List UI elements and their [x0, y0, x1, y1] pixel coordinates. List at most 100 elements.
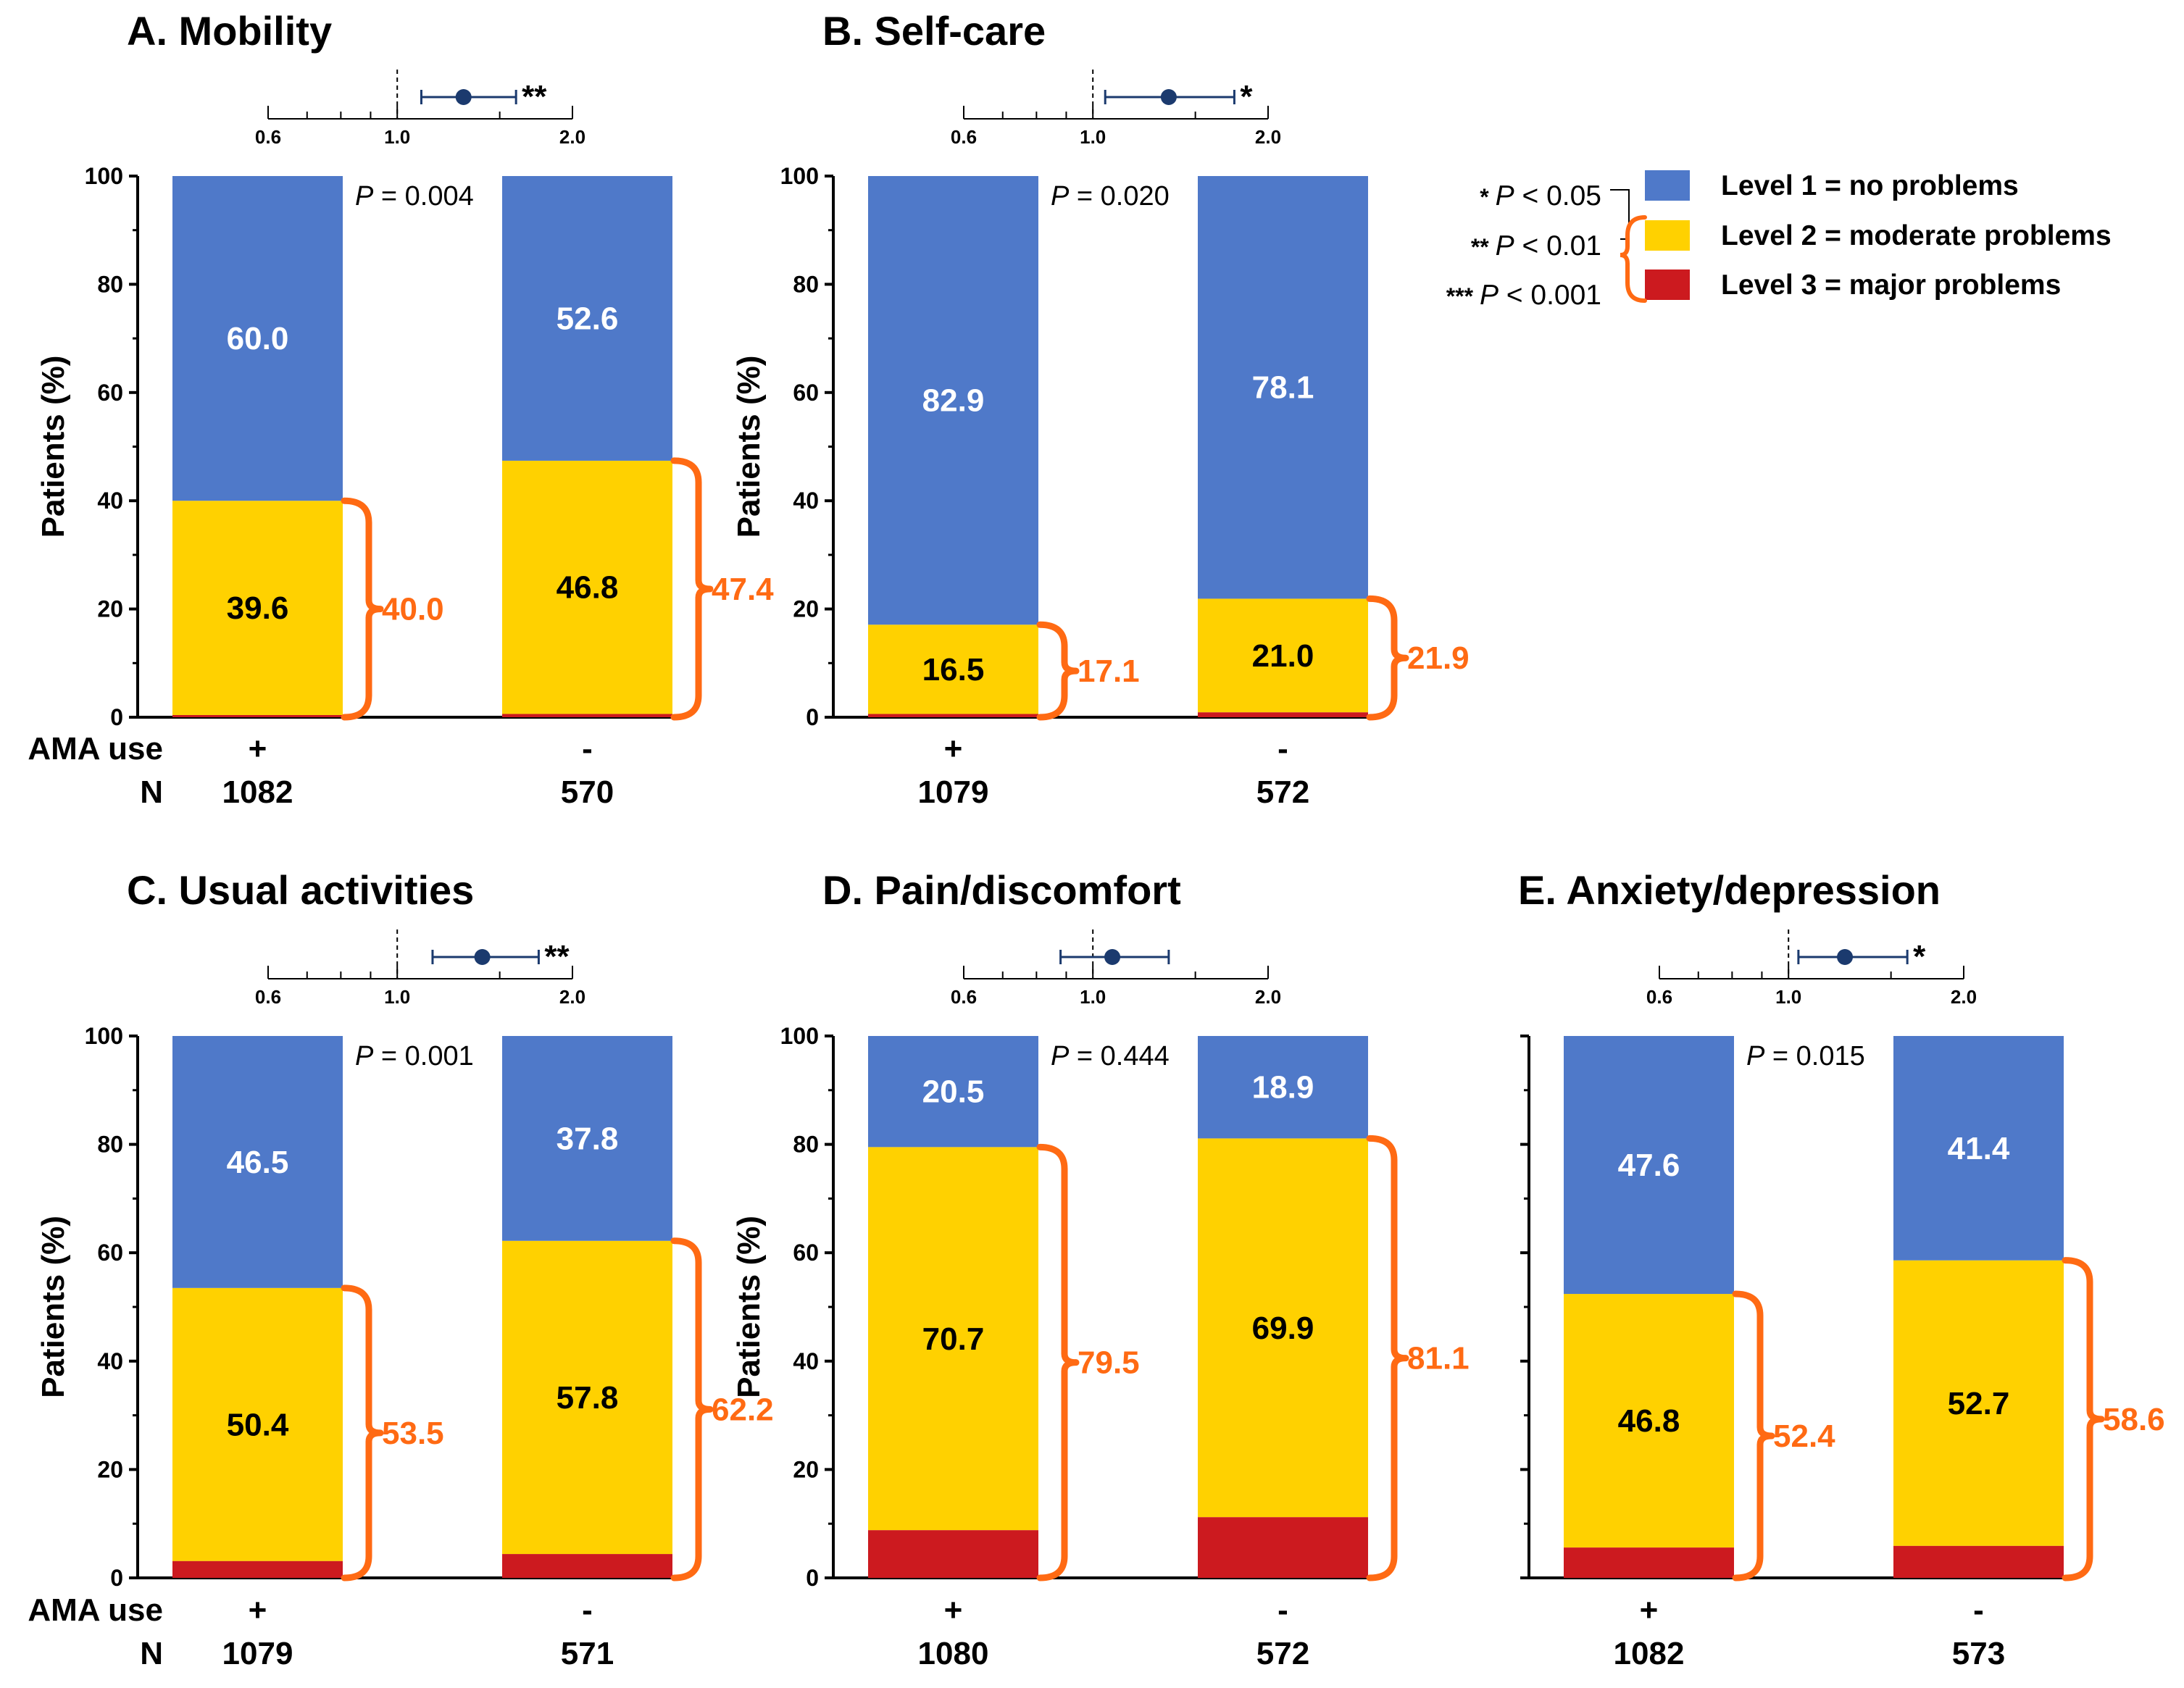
ama-use-category: -	[1278, 1592, 1288, 1628]
panel-title: B. Self-care	[822, 8, 1046, 54]
any-problem-brace	[1366, 1135, 1409, 1582]
bar-level3	[502, 1554, 672, 1578]
forest-tick-label: 2.0	[559, 986, 585, 1008]
panel-4: D. Pain/discomfort 0.6 1.0 2.0 0 20 40 60 80 100 P…	[731, 867, 1470, 1671]
forest-tick-label: 2.0	[1951, 986, 1977, 1008]
y-tick-label: 20	[97, 1456, 123, 1482]
ama-use-category: +	[249, 731, 267, 766]
forest-estimate-point	[1837, 949, 1854, 965]
forest-tick-label: 0.6	[1646, 986, 1672, 1008]
bar-level1	[502, 176, 672, 461]
any-problem-value-label: 58.6	[2103, 1402, 2165, 1437]
forest-tick-label: 1.0	[384, 986, 410, 1008]
ama-use-category: +	[944, 1592, 963, 1628]
any-problem-brace	[1036, 1143, 1080, 1582]
bar-level1	[1893, 1036, 2064, 1261]
n-value: 1079	[918, 774, 989, 810]
level2-value-label: 57.8	[557, 1380, 619, 1416]
level1-value-label: 52.6	[557, 301, 619, 336]
bar-level3	[1564, 1547, 1734, 1578]
panel-5: E. Anxiety/depression 0.6 1.0 2.0 * P = 0.015…	[1518, 867, 2165, 1671]
panel-1: A. Mobility 0.6 1.0 2.0 ** 0 20 40 60 80 100 Patien…	[28, 8, 774, 810]
y-tick-label: 60	[793, 380, 819, 406]
bar-level2	[172, 1287, 343, 1561]
level2-value-label: 21.0	[1252, 638, 1314, 674]
panel-2: B. Self-care 0.6 1.0 2.0* 0 20 40 60 80 100 Patien…	[731, 8, 1470, 810]
y-tick-label: 80	[97, 1132, 123, 1158]
y-axis-label: Patients (%)	[731, 1216, 767, 1398]
level2-value-label: 39.6	[227, 590, 289, 626]
ama-use-category: +	[249, 1592, 267, 1628]
any-problem-brace	[670, 457, 714, 721]
y-tick-label: 20	[97, 596, 123, 622]
level1-value-label: 82.9	[922, 383, 985, 419]
y-tick-label: 60	[97, 380, 123, 406]
any-problem-brace	[341, 497, 384, 721]
bar-level2	[172, 501, 343, 716]
any-problem-value-label: 21.9	[1407, 640, 1470, 676]
panel-title: E. Anxiety/depression	[1518, 867, 1941, 913]
bar-level3	[1198, 1517, 1368, 1578]
ama-use-category: -	[582, 731, 593, 766]
bar-level2	[868, 624, 1038, 714]
legend-label: Level 3 = major problems	[1721, 270, 2061, 301]
panel-title: A. Mobility	[127, 8, 332, 54]
any-problem-brace	[2062, 1257, 2105, 1582]
bar-level3	[868, 714, 1038, 717]
p-value-label: P = 0.020	[1051, 181, 1170, 212]
n-value: 572	[1256, 1636, 1309, 1671]
forest-tick-label: 0.6	[951, 986, 977, 1008]
level1-value-label: 46.5	[227, 1145, 289, 1180]
bar-level2	[1198, 1138, 1368, 1518]
p-value-label: P = 0.001	[355, 1041, 474, 1071]
forest-tick-label: 2.0	[559, 126, 585, 148]
y-tick-label: 40	[97, 1348, 123, 1374]
significance-legend-label: ** P < 0.01	[1471, 230, 1601, 262]
bar-level1	[1564, 1036, 1734, 1295]
y-tick-label: 20	[793, 1456, 819, 1482]
legend-brace	[1620, 215, 1647, 303]
any-problem-value-label: 53.5	[382, 1416, 444, 1451]
any-problem-brace	[1366, 595, 1409, 721]
bar-level1	[868, 176, 1038, 625]
forest-tick-label: 1.0	[1080, 126, 1106, 148]
forest-tick-label: 0.6	[255, 986, 281, 1008]
y-tick-label: 0	[110, 1565, 123, 1591]
n-value: 1080	[918, 1636, 989, 1671]
y-axis-label: Patients (%)	[731, 356, 767, 538]
level1-value-label: 18.9	[1252, 1070, 1314, 1106]
n-value: 1082	[222, 774, 293, 810]
forest-significance: *	[1240, 79, 1253, 114]
p-value-label: P = 0.444	[1051, 1041, 1170, 1071]
bar-level1	[172, 176, 343, 501]
any-problem-brace	[670, 1237, 714, 1582]
significance-legend-label: * P < 0.05	[1480, 180, 1601, 212]
p-value-label: P = 0.004	[355, 181, 474, 212]
any-problem-brace	[341, 1284, 384, 1582]
forest-estimate-point	[455, 89, 472, 105]
ama-use-category: -	[582, 1592, 593, 1628]
y-tick-label: 100	[85, 163, 123, 189]
legend: Level 1 = no problems Level 2 = moderate …	[1446, 170, 2112, 311]
y-axis-label: Patients (%)	[36, 356, 71, 538]
forest-tick-label: 0.6	[255, 126, 281, 148]
n-value: 1079	[222, 1636, 293, 1671]
n-value: 572	[1256, 774, 1309, 810]
any-problem-brace	[1732, 1290, 1775, 1582]
forest-significance: *	[1913, 939, 1926, 974]
y-tick-label: 60	[97, 1240, 123, 1266]
ama-use-row-label: AMA use	[28, 731, 163, 766]
n-row-label: N	[140, 1636, 163, 1671]
panel-title: C. Usual activities	[127, 867, 474, 913]
bar-level3	[868, 1530, 1038, 1578]
y-tick-label: 40	[97, 488, 123, 514]
level1-value-label: 41.4	[1948, 1131, 2010, 1166]
y-tick-label: 80	[97, 271, 123, 297]
forest-tick-label: 2.0	[1255, 986, 1281, 1008]
level1-value-label: 47.6	[1618, 1148, 1680, 1183]
legend-swatch	[1645, 170, 1690, 201]
bar-level1	[868, 1036, 1038, 1148]
ama-use-category: +	[1640, 1592, 1659, 1628]
forest-tick-label: 1.0	[1775, 986, 1801, 1008]
